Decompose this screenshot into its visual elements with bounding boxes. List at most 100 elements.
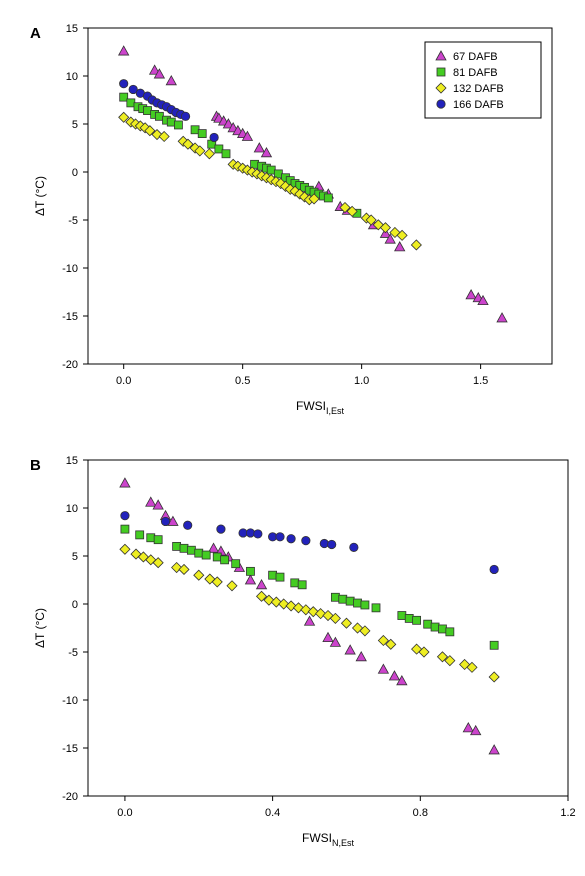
data-point (253, 142, 266, 153)
data-point (186, 545, 196, 555)
y-tick-label: -20 (62, 791, 78, 803)
data-point (212, 552, 222, 562)
data-point (241, 130, 254, 141)
data-point (353, 598, 362, 608)
data-point (423, 619, 433, 629)
data-point (444, 655, 456, 667)
y-tick-label: 10 (66, 71, 78, 83)
series-166-dafb (119, 79, 219, 143)
data-point (477, 294, 489, 306)
data-point (209, 132, 219, 143)
x-tick-label: 1.2 (560, 807, 575, 819)
data-point (193, 569, 205, 581)
x-axis-title-subscript: I,Est (326, 406, 345, 416)
plot-frame (87, 459, 569, 797)
data-point (194, 548, 204, 558)
data-point (120, 524, 130, 534)
series-132-dafb (119, 543, 500, 683)
data-point (496, 312, 508, 323)
data-point (165, 74, 177, 86)
data-point (329, 636, 342, 647)
data-point (355, 650, 367, 662)
x-axis-title-base: FWSI (302, 831, 332, 845)
data-point (203, 148, 215, 160)
data-point (253, 529, 263, 539)
data-point (220, 555, 230, 565)
data-point (179, 543, 189, 553)
data-point (120, 511, 130, 521)
data-point (145, 496, 157, 507)
data-point (275, 572, 285, 582)
y-tick-label: -10 (62, 695, 78, 707)
data-point (371, 603, 381, 613)
panel-letter: B (30, 457, 41, 474)
data-point (308, 193, 320, 205)
x-tick-label: 0.8 (413, 807, 428, 819)
data-point (462, 722, 474, 733)
data-point (275, 532, 285, 542)
data-point (260, 146, 273, 158)
data-point (167, 515, 179, 526)
series-81-dafb (119, 92, 362, 218)
legend-label: 67 DAFB (453, 51, 498, 63)
data-point (119, 92, 129, 102)
data-point (365, 214, 377, 226)
data-point (438, 624, 447, 634)
data-point (216, 524, 226, 534)
data-point (410, 239, 422, 251)
data-point (404, 614, 414, 623)
data-point (119, 477, 131, 488)
data-point (118, 45, 130, 56)
x-tick-label: 0.0 (117, 807, 132, 819)
y-tick-label: -15 (62, 311, 78, 323)
y-tick-label: -5 (68, 215, 78, 227)
data-point (345, 596, 355, 606)
data-point (178, 563, 190, 576)
legend-marker (435, 82, 447, 94)
data-point (301, 536, 311, 546)
plot-frame (87, 27, 553, 365)
x-axis-title-base: FWSI (296, 399, 326, 413)
data-point (246, 566, 255, 576)
data-point (470, 724, 482, 736)
data-point (144, 125, 156, 137)
chart-panel-a: A 15 10 5 0 -5 -10 -15 -20 0.0 0.5 1.0 1.5 ΔT (°C) FWS… (30, 23, 553, 416)
y-tick-label: 0 (72, 167, 78, 179)
data-point (174, 120, 183, 130)
data-point (394, 241, 406, 252)
series-166-dafb (120, 511, 499, 575)
x-axis-title-subscript: N,Est (332, 838, 355, 848)
data-point (255, 590, 268, 602)
data-point (489, 564, 499, 575)
data-point (201, 550, 211, 560)
data-point (360, 600, 370, 610)
x-axis-title: FWSII,Est (296, 399, 345, 416)
data-point (412, 615, 422, 625)
x-tick-label: 0.4 (265, 807, 280, 819)
data-point (207, 542, 220, 553)
data-point (182, 138, 194, 150)
series-81-dafb (120, 524, 499, 650)
data-point (197, 129, 207, 139)
x-tick-label: 0.0 (116, 375, 131, 387)
data-point (346, 205, 358, 217)
data-point (330, 592, 340, 602)
series-67-dafb (118, 45, 508, 323)
data-point (244, 574, 257, 585)
data-point (322, 631, 334, 642)
data-point (194, 145, 206, 157)
panel-letter: A (30, 25, 41, 42)
data-point (158, 130, 170, 143)
data-point (255, 578, 268, 590)
data-point (379, 222, 392, 234)
data-point (221, 149, 231, 159)
y-tick-label: 0 (72, 599, 78, 611)
data-point (303, 615, 316, 626)
data-point (377, 634, 389, 647)
data-point (211, 576, 223, 588)
y-axis-title: ΔT (°C) (33, 608, 47, 648)
data-point (339, 201, 351, 214)
y-tick-label: 10 (66, 503, 78, 515)
chart-panel-b: B 15 10 5 0 -5 -10 -15 -20 0.0 0.4 0.8 1.2 ΔT (°C) FWS… (30, 455, 576, 848)
data-point (465, 289, 477, 300)
